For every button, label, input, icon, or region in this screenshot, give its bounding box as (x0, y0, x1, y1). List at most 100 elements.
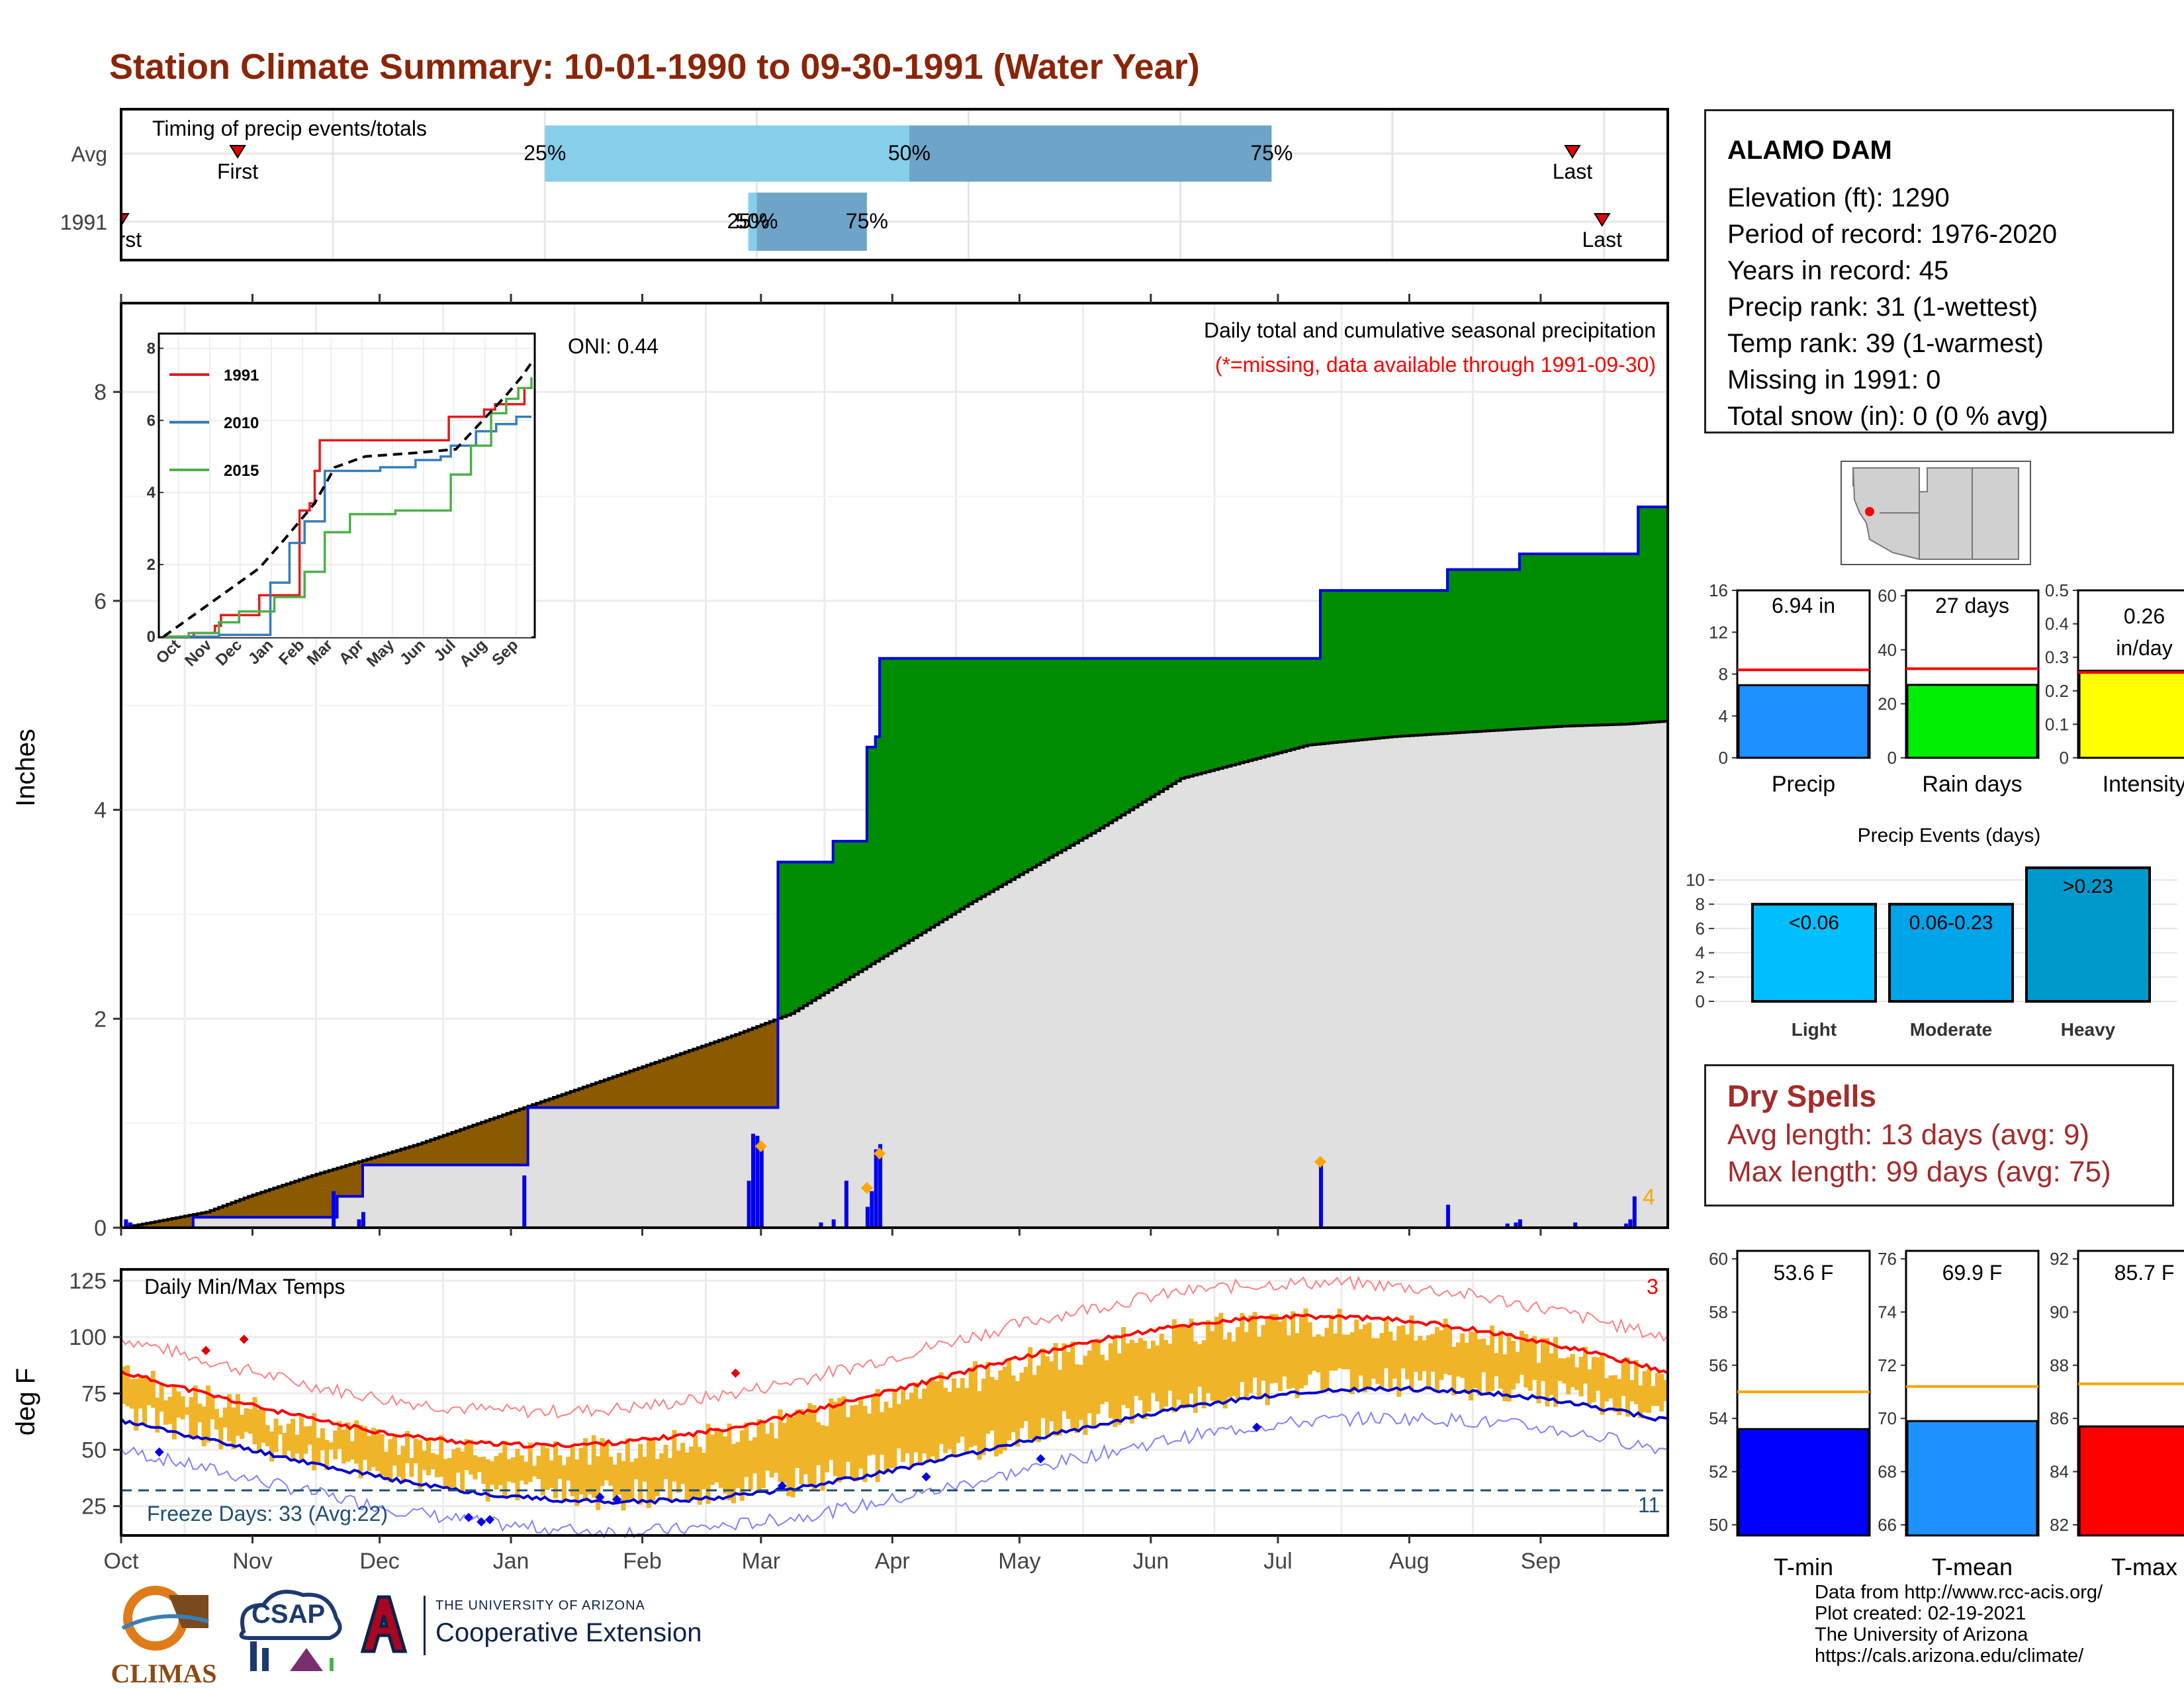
daily-temp-bar (1409, 1315, 1414, 1391)
daily-temp-bar (1473, 1332, 1478, 1389)
daily-temp-bar (1019, 1373, 1024, 1428)
ua-logo-small-text: THE UNIVERSITY OF ARIZONA (435, 1598, 645, 1613)
daily-temp-bar (358, 1424, 363, 1479)
daily-temp-bar (138, 1377, 143, 1409)
tempbar-ytick-label: 72 (1878, 1355, 1897, 1375)
daily-temp-bar (871, 1396, 876, 1455)
temp-record-marker (485, 1515, 495, 1525)
precip-below-area (121, 721, 1668, 1228)
daily-temp-bar (1455, 1342, 1461, 1377)
daily-temp-bar (134, 1379, 139, 1431)
daily-temp-bar (578, 1447, 584, 1494)
precip-surplus-area (778, 506, 1668, 1019)
page-title: Station Climate Summary: 10-01-1990 to 0… (109, 47, 1200, 87)
daily-temp-bar (964, 1388, 970, 1455)
daily-temp-bar (434, 1454, 439, 1478)
summary-ytick-label: 0.5 (2045, 580, 2069, 600)
daily-temp-bar (210, 1396, 215, 1420)
daily-temp-bar (511, 1457, 516, 1483)
daily-temp-bar (142, 1377, 148, 1424)
event-bar-Light (1751, 903, 1877, 1003)
daily-temp-bar (922, 1389, 927, 1454)
daily-temp-bar (739, 1430, 745, 1501)
summary-bar-Precip (1737, 684, 1870, 759)
daily-temp-bar (1600, 1354, 1605, 1415)
daily-temp-bar (1396, 1326, 1402, 1397)
daily-temp-bar (193, 1385, 198, 1439)
daily-temp-bar (536, 1455, 541, 1479)
daily-temp-bar (850, 1405, 855, 1479)
summary-bar-label: Precip (1772, 772, 1835, 797)
temp-record-marker (1036, 1454, 1046, 1464)
daily-temp-bar (1587, 1369, 1592, 1404)
daily-temp-bar (447, 1458, 453, 1488)
daily-temp-bar (371, 1428, 376, 1467)
daily-temp-bar (1295, 1333, 1300, 1398)
daily-temp-bar (388, 1439, 393, 1483)
month-tick-label: Jul (1263, 1549, 1292, 1574)
daily-temp-bar (1400, 1325, 1406, 1369)
daily-temp-bar (837, 1398, 842, 1483)
daily-temp-bar (307, 1426, 312, 1445)
temp-record-marker (201, 1346, 211, 1355)
daily-temp-bar (731, 1443, 736, 1504)
tempbar-ytick-label: 86 (2050, 1408, 2069, 1428)
timing-last-marker (1564, 145, 1581, 159)
daily-temp-bar (866, 1413, 872, 1456)
timing-p75-label: 75% (846, 209, 888, 233)
summary-ytick-label: 20 (1878, 694, 1897, 713)
daily-temp-bar (1002, 1366, 1007, 1451)
daily-temp-bar (1023, 1367, 1028, 1422)
summary-ytick-label: 0 (2060, 748, 2069, 768)
daily-temp-bar (506, 1459, 512, 1482)
daily-temp-bar (362, 1426, 367, 1460)
summary-ytick-label: 4 (1719, 706, 1728, 726)
summary-ytick-label: 0.1 (2045, 714, 2069, 734)
daily-temp-bar (913, 1382, 919, 1453)
daily-temp-bar (765, 1434, 770, 1471)
daily-temp-bar (680, 1443, 686, 1484)
tempbar-ytick-label: 58 (1709, 1302, 1728, 1322)
daily-temp-bar (1240, 1313, 1245, 1383)
daily-temp-bar (1557, 1358, 1563, 1381)
daily-temp-bar (880, 1412, 885, 1455)
daily-temp-bar (481, 1456, 486, 1484)
station-info-box: ALAMO DAM Elevation (ft): 1290 Period of … (1704, 109, 2174, 434)
temp-ytick-label: 100 (69, 1325, 107, 1350)
daily-temp-bar (1651, 1386, 1656, 1406)
daily-temp-bar (693, 1435, 698, 1500)
station-info-line: Elevation (ft): 1290 (1727, 183, 1950, 212)
event-bar-label: Heavy (2061, 1019, 2116, 1040)
daily-temp-bar (1469, 1331, 1474, 1401)
daily-temp-bar (277, 1425, 283, 1435)
daily-temp-bar (553, 1441, 559, 1499)
timing-row-avg: Avg (71, 142, 107, 166)
daily-temp-bar (600, 1438, 605, 1486)
tempbar-ytick-label: 50 (1709, 1515, 1728, 1535)
daily-temp-bar (1324, 1328, 1330, 1389)
daily-temp-bar (1113, 1334, 1118, 1428)
tempbar-ytick-label: 52 (1709, 1462, 1728, 1482)
daily-temp-bar (1235, 1327, 1240, 1399)
daily-temp-bar (430, 1453, 435, 1470)
daily-temp-bar (1638, 1385, 1643, 1418)
daily-temp-bar (298, 1414, 304, 1461)
daily-temp-bar (163, 1400, 169, 1425)
daily-temp-bar (557, 1455, 563, 1479)
daily-temp-bar (723, 1436, 728, 1494)
daily-temp-bar (862, 1406, 868, 1483)
daily-temp-bar (1430, 1334, 1435, 1372)
daily-temp-bar (718, 1430, 723, 1488)
daily-temp-bar (655, 1459, 660, 1496)
temp-record-marker (777, 1481, 787, 1491)
tempbar-value-label: 53.6 F (1774, 1261, 1834, 1285)
climas-logo: CLIMAS (109, 1582, 218, 1688)
daily-temp-bar (502, 1441, 508, 1498)
temp-record-marker (477, 1517, 486, 1527)
month-tick-label: Mar (742, 1549, 781, 1574)
daily-temp-bar (1608, 1375, 1614, 1398)
